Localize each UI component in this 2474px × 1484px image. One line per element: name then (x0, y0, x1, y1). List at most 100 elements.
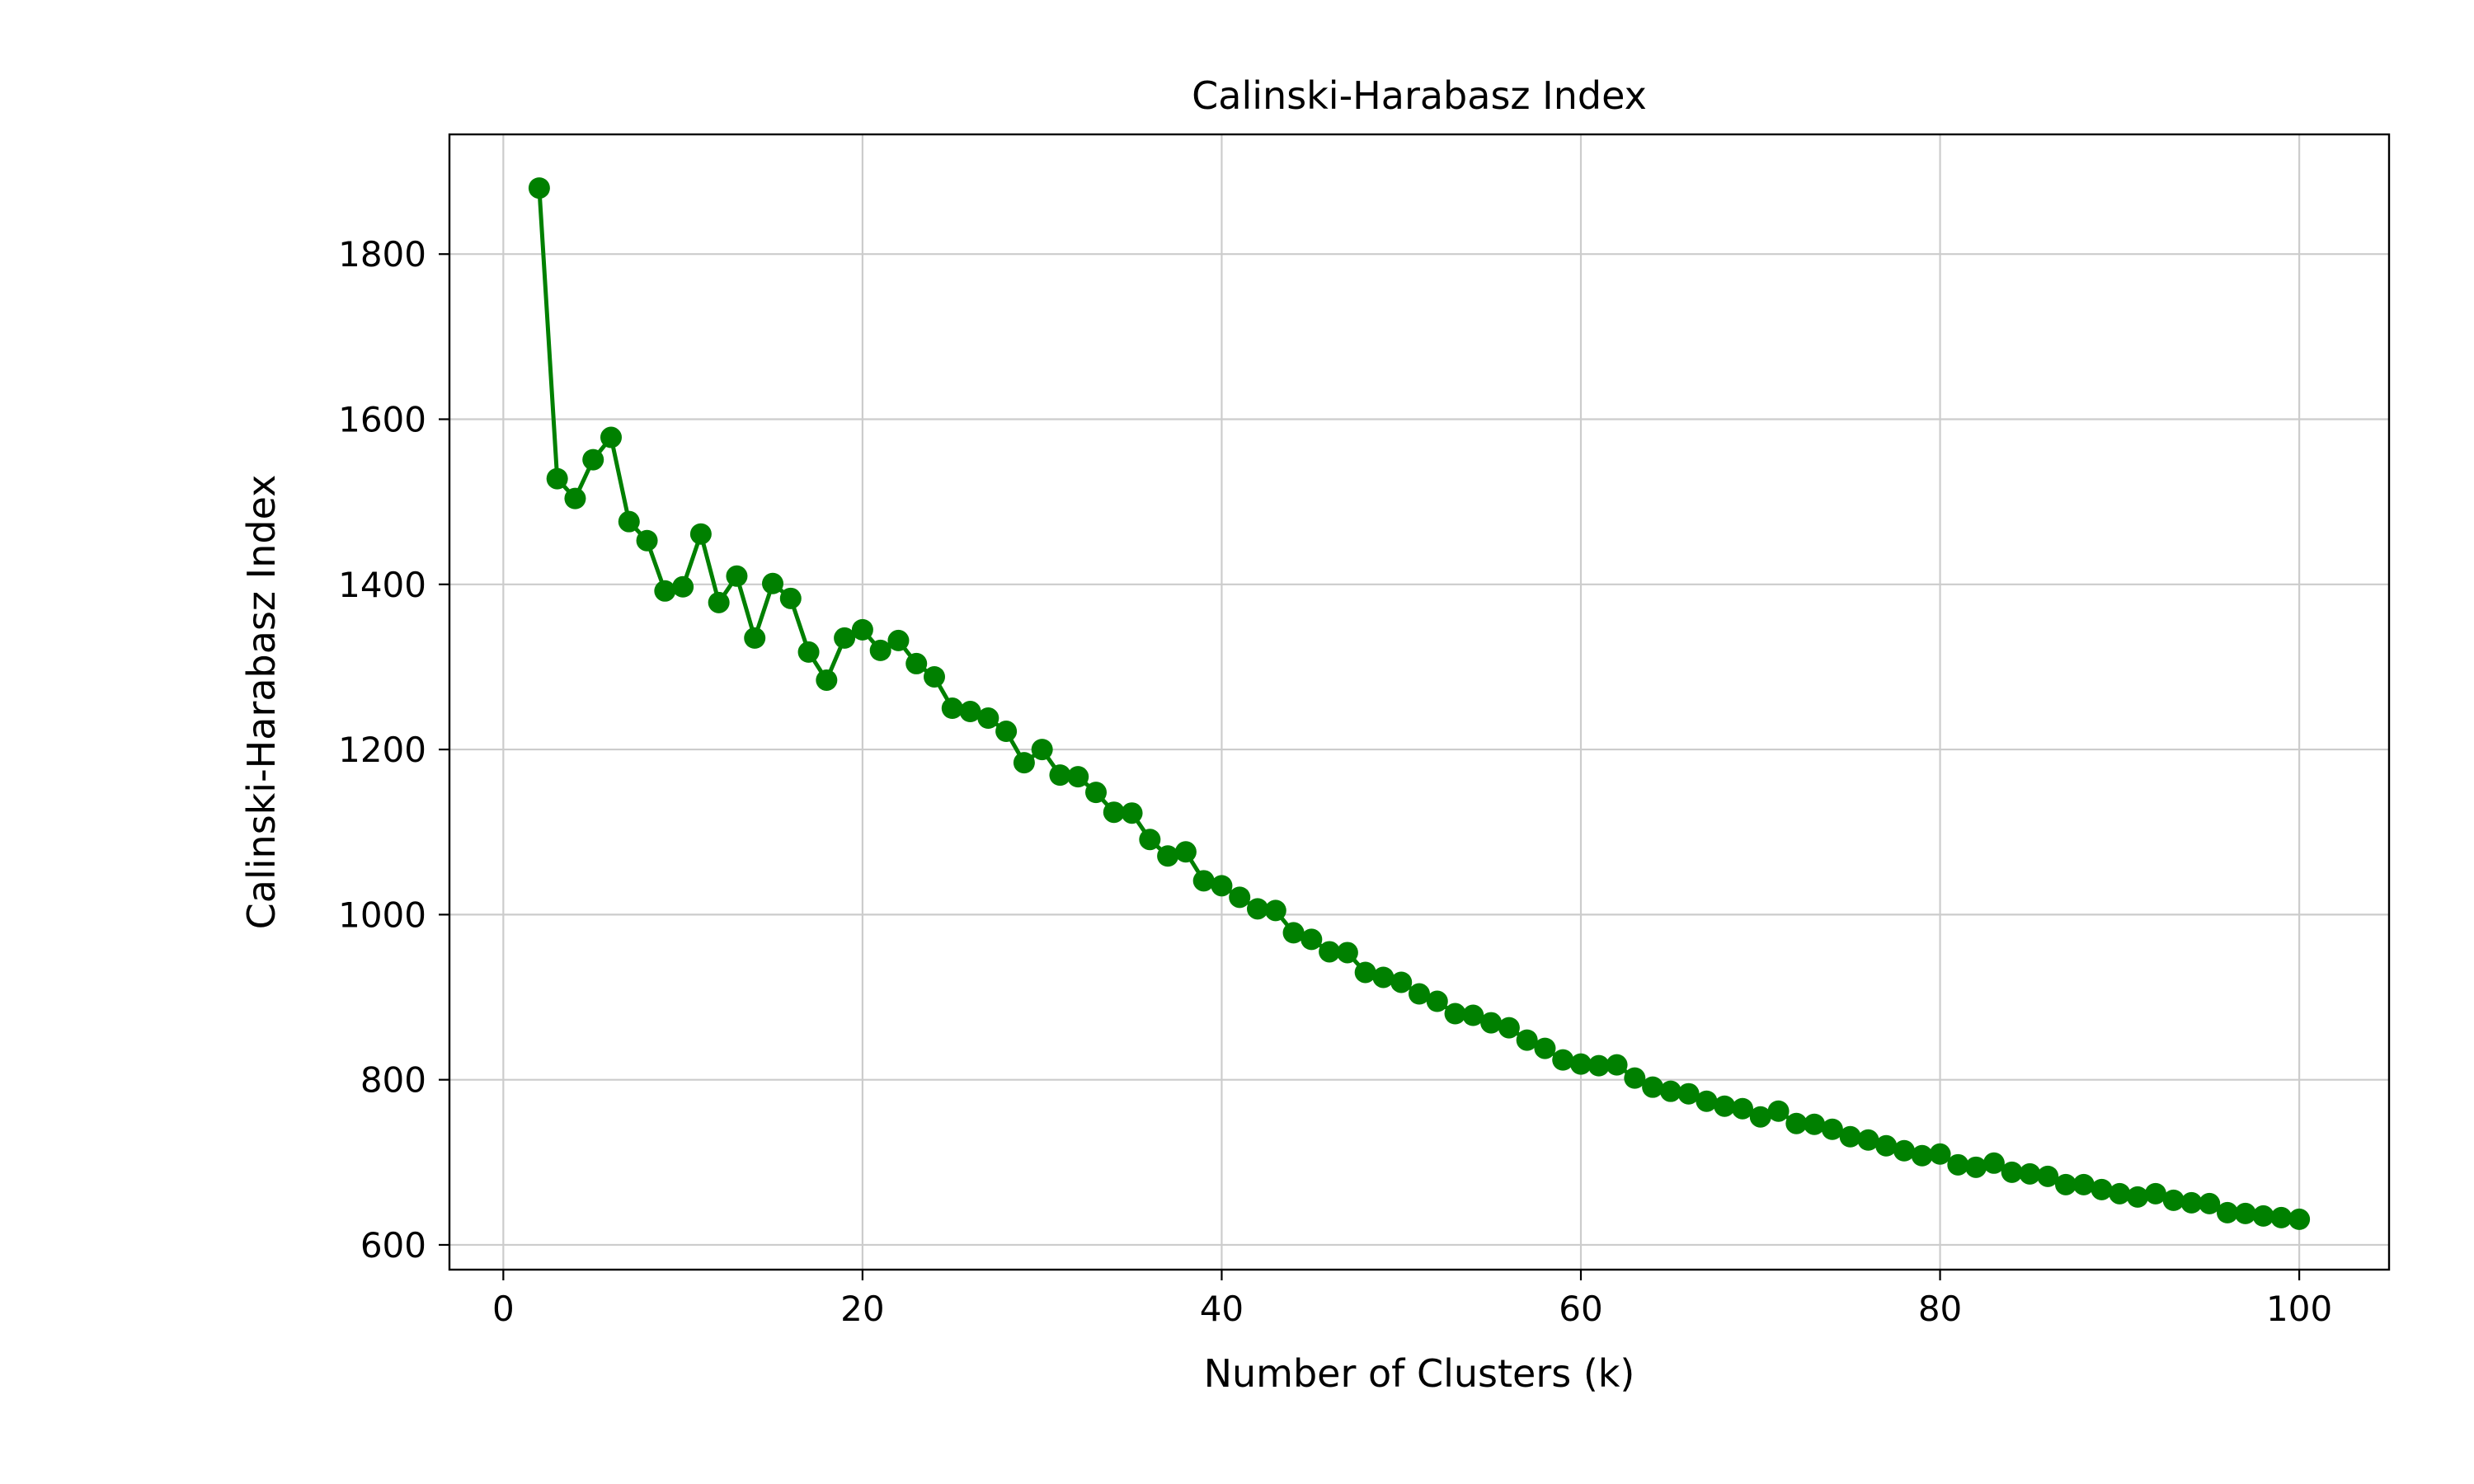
data-point (2144, 1182, 2166, 1205)
data-point (2252, 1205, 2274, 1227)
grid (449, 134, 2389, 1270)
data-point (2162, 1189, 2185, 1211)
data-point (1965, 1156, 1987, 1178)
data-point (546, 467, 568, 490)
data-point (1462, 1004, 1484, 1026)
data-point (1624, 1067, 1646, 1089)
data-point (600, 426, 622, 448)
data-point (1192, 870, 1215, 892)
data-point (1875, 1134, 1898, 1157)
data-point (2091, 1178, 2113, 1200)
data-point (2199, 1192, 2221, 1214)
data-point (1498, 1017, 1520, 1039)
x-tick-label: 100 (2266, 1289, 2332, 1329)
y-tick-label: 1400 (338, 565, 426, 605)
y-tick-label: 800 (360, 1060, 426, 1101)
data-point (2234, 1202, 2256, 1224)
data-point (1749, 1106, 1771, 1128)
x-axis-title: Number of Clusters (k) (1204, 1351, 1635, 1396)
data-point (1804, 1113, 1826, 1135)
data-point (1857, 1129, 1879, 1151)
data-point (2109, 1182, 2131, 1205)
data-point (1677, 1082, 1700, 1105)
data-point (1139, 829, 1161, 851)
data-point (1714, 1095, 1736, 1117)
ticks: 0 20 40 60 80 100 600 800 1000 1200 1400 1600 1800 (338, 234, 2332, 1329)
data-point (1444, 1003, 1466, 1025)
data-point (1282, 922, 1305, 944)
data-point (2072, 1173, 2095, 1195)
series-line (528, 177, 2311, 1230)
data-point (2055, 1173, 2077, 1195)
data-point (1354, 961, 1376, 984)
data-point (1174, 841, 1197, 863)
data-point (1785, 1112, 1808, 1134)
data-point (1982, 1152, 2005, 1174)
x-tick-label: 60 (1559, 1289, 1602, 1329)
data-point (2001, 1161, 2023, 1183)
data-point (941, 697, 963, 720)
data-point (1947, 1153, 1969, 1176)
data-point (1085, 782, 1107, 804)
data-point (2217, 1201, 2238, 1223)
data-point (582, 448, 604, 471)
data-point (1516, 1029, 1538, 1051)
data-point (1767, 1100, 1790, 1122)
data-point (1336, 942, 1358, 964)
data-point (834, 627, 856, 649)
data-point (1606, 1054, 1628, 1076)
x-tick-label: 0 (492, 1289, 515, 1329)
data-point (1659, 1080, 1681, 1102)
data-point (1390, 971, 1413, 993)
data-point (977, 707, 999, 730)
data-point (1839, 1125, 1861, 1148)
data-point (654, 580, 676, 602)
y-tick-label: 1600 (338, 400, 426, 440)
data-point (2037, 1165, 2059, 1187)
data-point (726, 565, 748, 587)
data-point (797, 641, 820, 663)
data-point (2288, 1208, 2311, 1230)
data-point (816, 669, 838, 691)
data-point (708, 591, 730, 613)
data-point (1552, 1049, 1574, 1071)
data-point (636, 529, 658, 552)
chart-title: Calinski-Harabasz Index (1192, 73, 1647, 118)
data-point (1587, 1054, 1610, 1077)
data-point (2127, 1186, 2149, 1208)
data-point (1821, 1118, 1843, 1140)
data-point (1426, 990, 1448, 1012)
data-point (1211, 875, 1233, 897)
data-point (1103, 801, 1125, 824)
y-tick-label: 1000 (338, 895, 426, 935)
data-point (1229, 886, 1251, 909)
data-point (1319, 941, 1341, 963)
data-point (1049, 764, 1071, 787)
plot-frame (448, 133, 2391, 1271)
data-point (851, 618, 873, 641)
data-point (959, 701, 981, 723)
y-tick-label: 1800 (338, 234, 426, 275)
data-point (924, 665, 945, 688)
x-tick-label: 80 (1918, 1289, 1962, 1329)
data-point (1264, 899, 1286, 922)
x-tick-label: 40 (1200, 1289, 1244, 1329)
data-point (1067, 766, 1089, 788)
data-point (2270, 1206, 2293, 1228)
data-point (887, 629, 910, 651)
data-point (1534, 1037, 1556, 1059)
data-point (1929, 1143, 1951, 1165)
y-axis-title: Calinski-Harabasz Index (239, 475, 284, 930)
data-point (1031, 739, 1053, 761)
data-point (2180, 1191, 2203, 1214)
data-point (672, 575, 694, 598)
data-point (1409, 983, 1430, 1005)
data-point (779, 587, 802, 609)
data-point (1911, 1144, 1933, 1167)
y-tick-label: 1200 (338, 730, 426, 770)
data-point (1300, 928, 1323, 951)
data-point (2019, 1162, 2041, 1185)
x-tick-label: 20 (840, 1289, 884, 1329)
